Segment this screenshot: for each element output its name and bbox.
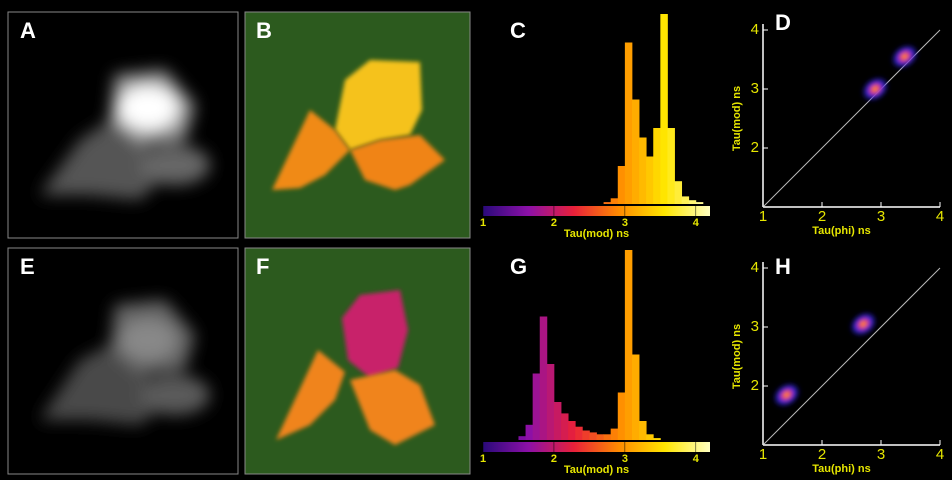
histogram-bar [689,200,696,204]
x-tick-label: 1 [480,217,486,229]
histogram-bar [589,432,596,440]
x-axis-label: Tau(phi) ns [812,225,870,237]
x-tick-label: 4 [693,453,700,465]
histogram-bar [568,421,575,440]
density-cluster [768,377,805,412]
density-cluster [886,39,923,74]
panel-label: H [775,254,791,279]
histogram-bar [540,317,547,441]
x-tick-label: 1 [480,453,486,465]
panel-label: B [256,18,272,43]
panel-label: G [510,254,527,279]
x-axis-label: Tau(phi) ns [812,463,870,475]
x-tick-label: 3 [877,446,885,463]
x-tick-label: 2 [818,446,826,463]
x-tick-label: 4 [936,446,944,463]
histogram-bar [611,198,618,204]
histogram-bar [582,431,589,441]
histogram-bar [646,434,653,440]
panel-label: C [510,18,526,43]
histogram-bar [604,434,611,440]
y-tick-label: 4 [751,259,759,276]
histogram-bar [632,100,639,205]
colorbar [483,206,710,216]
histogram-bar [561,413,568,440]
density-cluster [845,306,882,341]
x-axis-label: Tau(mod) ns [564,464,629,476]
histogram-bar [547,364,554,440]
histogram-bar [611,429,618,440]
x-tick-label: 2 [818,208,826,225]
x-tick-label: 2 [551,217,557,229]
y-tick-label: 2 [751,377,759,394]
histogram-bar [518,436,525,440]
histogram-bar [682,196,689,204]
figure: A B E F 1 2 3 4 Tau(mod) ns C 1 2 3 4 2 3 4 Tau(phi) … [0,0,952,480]
panel-label: A [20,18,36,43]
image-panel-e: E [8,248,238,474]
y-tick-label: 3 [751,318,759,335]
histogram-bar [625,250,632,440]
panel-label: E [20,254,35,279]
image-panel-b: B [245,12,470,238]
diagonal [763,268,940,445]
x-axis-label: Tau(mod) ns [564,228,629,240]
panel-label: F [256,254,269,279]
histogram-bar [639,421,646,440]
image-panel-f: F [245,248,470,474]
colorbar [483,442,710,452]
density-cluster [857,71,894,106]
histogram-bar [696,202,703,204]
y-tick-label: 2 [751,139,759,156]
y-axis-label: Tau(mod) ns [731,324,743,389]
histogram-bar [675,181,682,204]
histogram-bar [575,427,582,440]
x-tick-label: 2 [551,453,557,465]
x-tick-label: 4 [936,208,944,225]
histogram-bar [618,393,625,441]
histogram-bar [526,425,533,440]
histogram-bar [646,157,653,205]
histogram-bar [618,166,625,204]
y-axis-label: Tau(mod) ns [731,86,743,151]
histogram-bar [639,138,646,205]
histogram-bar [632,355,639,441]
page: {"image_panels": [{"label": "A"}, {"labe… [0,0,952,480]
image-panel-a: A [8,12,238,238]
panel-label: D [775,10,791,35]
histogram-bar [660,14,667,204]
histogram-bar [604,202,611,204]
x-tick-label: 4 [693,217,700,229]
x-tick-label: 3 [877,208,885,225]
histogram-bar [667,128,674,204]
histogram-bar [597,434,604,440]
histogram-bar [625,43,632,205]
histogram-bar [533,374,540,441]
y-tick-label: 4 [751,21,759,38]
histogram-bar [653,438,660,440]
x-tick-label: 1 [759,446,767,463]
histogram-bar [653,128,660,204]
y-tick-label: 3 [751,80,759,97]
histogram-bar [554,402,561,440]
x-tick-label: 1 [759,208,767,225]
